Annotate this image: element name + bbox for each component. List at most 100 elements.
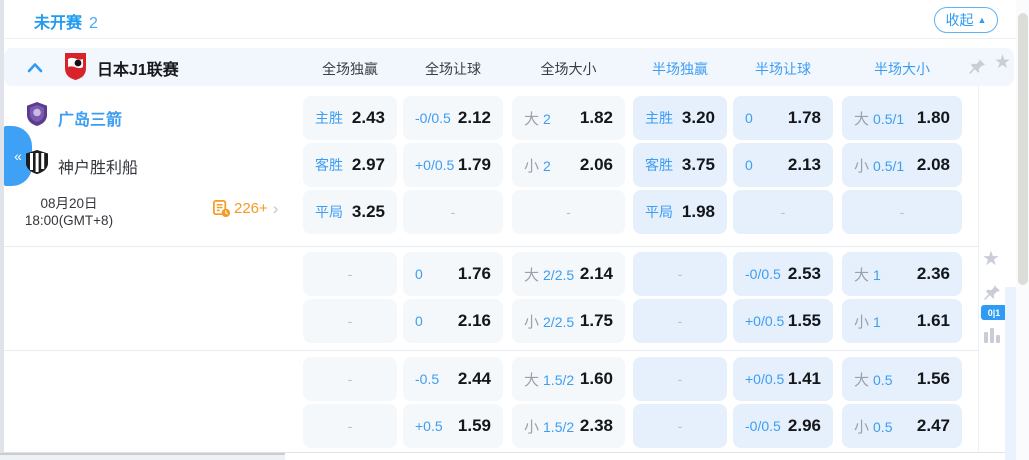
empty-odds-dash: - [780,204,786,220]
odds-value: 1.76 [457,264,491,283]
more-markets-link[interactable]: 226+ › [212,199,278,218]
odds-cell[interactable]: 大 2/2.5 2.14 [512,252,625,296]
odds-cell[interactable]: 大 1.5/2 1.60 [512,357,625,401]
markets-history-icon [213,200,231,218]
odds-cell[interactable]: 平局 1.98 [633,190,727,234]
status-count: 2 [89,15,98,32]
away-team-logo-icon [26,150,48,174]
odds-cell[interactable]: 大 1 2.36 [842,252,962,296]
odds-cell[interactable]: +0/0.5 1.41 [733,357,833,401]
odds-cell[interactable]: -0.5 2.44 [403,357,503,401]
odds-cell[interactable]: 小 1.5/2 2.38 [512,404,625,448]
line-value: 1.5/2 [543,418,575,435]
odds-cell[interactable]: 主胜 3.20 [633,96,727,140]
odds-value: 3.20 [681,108,715,127]
odds-value: 3.25 [351,202,385,221]
odds-cell[interactable]: -0/0.5 2.96 [733,404,833,448]
line-value: 0.5/1 [873,157,905,174]
odds-cell[interactable]: 大 2 1.82 [512,96,625,140]
odds-label: 大 0.5/1 [854,108,904,129]
empty-odds-dash: - [450,204,456,220]
odds-cell: - [842,190,962,234]
odds-cell: - [633,357,727,401]
odds-cell: - [403,190,503,234]
odds-cell[interactable]: 0 1.78 [733,96,833,140]
line-value: 2/2.5 [543,313,575,330]
odds-cell[interactable]: 0 2.16 [403,299,503,343]
empty-odds-dash: - [677,266,683,282]
triangle-up-icon: ▲ [977,14,987,25]
odds-cell: - [633,404,727,448]
odds-cell[interactable]: 小 0.5/1 2.08 [842,143,962,187]
odds-value: 2.14 [579,264,613,283]
odds-cell[interactable]: 平局 3.25 [303,190,397,234]
scrollbar-thumb[interactable] [1018,13,1028,285]
odds-cell[interactable]: 0 1.76 [403,252,503,296]
odds-cell[interactable]: 主胜 2.43 [303,96,397,140]
collapse-all-button[interactable]: 收起 ▲ [934,7,998,33]
page-background-edge [1005,287,1016,460]
over-under-prefix: 小 [854,157,870,175]
next-section-edge [0,453,285,460]
odds-cell[interactable]: 客胜 3.75 [633,143,727,187]
odds-cell[interactable]: 大 0.5 1.56 [842,357,962,401]
odds-label: -0/0.5 [745,266,781,282]
line-value: 1 [873,313,881,330]
odds-label: 平局 [645,204,673,220]
match-time: 18:00(GMT+8) [24,213,114,228]
odds-value: 2.08 [916,155,950,174]
over-under-prefix: 大 [524,110,540,128]
empty-odds-dash: - [677,371,683,387]
odds-value: 2.44 [457,369,491,388]
pin-icon[interactable] [983,284,1001,302]
odds-cell[interactable]: 小 0.5 2.47 [842,404,962,448]
odds-cell[interactable]: 0 2.13 [733,143,833,187]
odds-cell[interactable]: +0/0.5 1.79 [403,143,503,187]
line-value: 2 [543,110,551,127]
chevron-up-icon[interactable] [27,62,43,73]
corner-score-badge[interactable]: 0|1 [981,305,1007,320]
divider [4,246,978,247]
odds-cell[interactable]: +0.5 1.59 [403,404,503,448]
line-value: 1 [873,266,881,283]
odds-cell[interactable]: 小 2/2.5 1.75 [512,299,625,343]
stats-bars-icon[interactable] [983,327,1001,343]
double-chevron-left-icon: « [14,148,22,164]
line-value: 1.5/2 [543,371,575,388]
empty-odds-dash: - [677,418,683,434]
over-under-prefix: 小 [854,418,870,436]
odds-label: 0 [745,110,753,126]
favorite-star-icon[interactable]: ★ [982,248,1000,270]
odds-label: 小 0.5/1 [854,155,904,176]
odds-value: 2.53 [787,264,821,283]
divider [978,86,979,452]
odds-value: 2.13 [787,155,821,174]
over-under-prefix: 大 [854,110,870,128]
odds-cell[interactable]: 客胜 2.97 [303,143,397,187]
odds-cell[interactable]: 大 0.5/1 1.80 [842,96,962,140]
line-value: 2 [543,157,551,174]
over-under-prefix: 大 [854,266,870,284]
odds-label: 0 [415,313,423,329]
star-icon[interactable]: ★ [994,52,1012,73]
odds-value: 1.78 [787,108,821,127]
pin-icon[interactable] [968,58,986,76]
odds-value: 1.59 [457,416,491,435]
odds-label: 0 [415,266,423,282]
odds-label: -0/0.5 [415,110,451,126]
match-date: 08月20日 [40,196,98,211]
odds-cell[interactable]: 小 1 1.61 [842,299,962,343]
odds-cell[interactable]: +0/0.5 1.55 [733,299,833,343]
odds-label: 大 1.5/2 [524,369,574,390]
odds-cell[interactable]: -0/0.5 2.53 [733,252,833,296]
odds-cell[interactable]: -0/0.5 2.12 [403,96,503,140]
odds-cell[interactable]: 小 2 2.06 [512,143,625,187]
league-header-row [4,48,1014,86]
odds-label: -0/0.5 [745,418,781,434]
divider [4,452,1014,453]
league-logo-icon [65,53,86,80]
column-header-full-win: 全场独赢 [322,61,378,77]
home-team-name: 广岛三箭 [58,112,123,129]
